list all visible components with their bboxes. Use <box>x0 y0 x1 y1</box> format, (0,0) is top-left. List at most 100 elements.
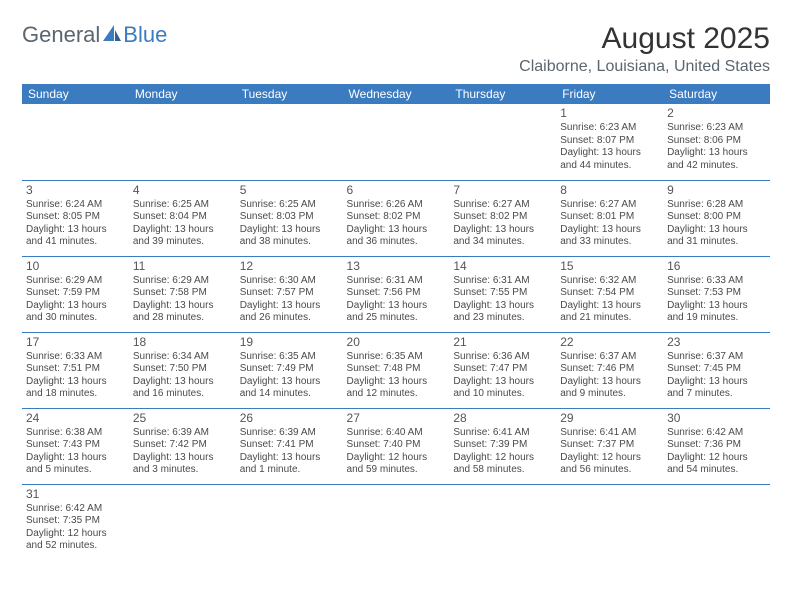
calendar-row: 3Sunrise: 6:24 AMSunset: 8:05 PMDaylight… <box>22 180 770 256</box>
day-detail-line: Sunset: 7:45 PM <box>667 363 766 376</box>
day-detail-line: Sunset: 7:53 PM <box>667 287 766 300</box>
day-detail-line: Sunset: 7:58 PM <box>133 287 232 300</box>
day-detail-line: Daylight: 12 hours <box>347 452 446 465</box>
day-detail-line: Sunset: 7:43 PM <box>26 439 125 452</box>
day-detail-line: Sunset: 8:07 PM <box>560 135 659 148</box>
calendar-cell: 12Sunrise: 6:30 AMSunset: 7:57 PMDayligh… <box>236 256 343 332</box>
day-detail-line: Sunrise: 6:31 AM <box>347 275 446 288</box>
day-detail-line: Sunset: 7:41 PM <box>240 439 339 452</box>
day-detail-line: Daylight: 13 hours <box>560 147 659 160</box>
day-number: 10 <box>26 259 125 274</box>
day-number: 6 <box>347 183 446 198</box>
calendar-row: 31Sunrise: 6:42 AMSunset: 7:35 PMDayligh… <box>22 484 770 560</box>
day-detail-line: Sunrise: 6:35 AM <box>240 351 339 364</box>
day-detail-line: Daylight: 13 hours <box>240 224 339 237</box>
day-detail-line: and 52 minutes. <box>26 540 125 553</box>
day-detail-line: Sunrise: 6:37 AM <box>667 351 766 364</box>
day-number: 3 <box>26 183 125 198</box>
day-detail-line: Daylight: 13 hours <box>240 376 339 389</box>
day-detail-line: Daylight: 13 hours <box>560 224 659 237</box>
day-detail-line: Sunrise: 6:41 AM <box>560 427 659 440</box>
day-number: 18 <box>133 335 232 350</box>
calendar-table: SundayMondayTuesdayWednesdayThursdayFrid… <box>22 84 770 560</box>
day-detail-line: Sunset: 7:37 PM <box>560 439 659 452</box>
day-detail-line: Sunrise: 6:33 AM <box>26 351 125 364</box>
calendar-row: 17Sunrise: 6:33 AMSunset: 7:51 PMDayligh… <box>22 332 770 408</box>
day-number: 28 <box>453 411 552 426</box>
day-detail-line: Sunrise: 6:38 AM <box>26 427 125 440</box>
calendar-cell: 13Sunrise: 6:31 AMSunset: 7:56 PMDayligh… <box>343 256 450 332</box>
day-detail-line: Sunrise: 6:35 AM <box>347 351 446 364</box>
month-title: August 2025 <box>519 22 770 56</box>
calendar-cell-empty <box>556 484 663 560</box>
day-header: Sunday <box>22 84 129 104</box>
day-number: 7 <box>453 183 552 198</box>
day-detail-line: Sunrise: 6:28 AM <box>667 199 766 212</box>
day-detail-line: and 58 minutes. <box>453 464 552 477</box>
day-number: 24 <box>26 411 125 426</box>
day-detail-line: and 5 minutes. <box>26 464 125 477</box>
day-detail-line: Sunrise: 6:27 AM <box>453 199 552 212</box>
header: GeneralBlue August 2025 Claiborne, Louis… <box>22 22 770 76</box>
logo-sail-icon <box>102 22 122 48</box>
day-detail-line: and 30 minutes. <box>26 312 125 325</box>
day-number: 23 <box>667 335 766 350</box>
day-detail-line: Sunrise: 6:23 AM <box>560 122 659 135</box>
day-header: Wednesday <box>343 84 450 104</box>
day-detail-line: Sunset: 7:47 PM <box>453 363 552 376</box>
day-detail-line: and 56 minutes. <box>560 464 659 477</box>
calendar-cell: 9Sunrise: 6:28 AMSunset: 8:00 PMDaylight… <box>663 180 770 256</box>
calendar-cell: 7Sunrise: 6:27 AMSunset: 8:02 PMDaylight… <box>449 180 556 256</box>
day-number: 5 <box>240 183 339 198</box>
day-detail-line: and 16 minutes. <box>133 388 232 401</box>
calendar-cell: 29Sunrise: 6:41 AMSunset: 7:37 PMDayligh… <box>556 408 663 484</box>
day-detail-line: Sunrise: 6:29 AM <box>133 275 232 288</box>
day-detail-line: and 10 minutes. <box>453 388 552 401</box>
day-detail-line: Daylight: 13 hours <box>560 376 659 389</box>
day-detail-line: Daylight: 13 hours <box>453 376 552 389</box>
calendar-cell-empty <box>129 104 236 180</box>
day-detail-line: Daylight: 13 hours <box>133 376 232 389</box>
calendar-cell: 1Sunrise: 6:23 AMSunset: 8:07 PMDaylight… <box>556 104 663 180</box>
day-detail-line: Daylight: 13 hours <box>240 300 339 313</box>
day-number: 9 <box>667 183 766 198</box>
day-detail-line: and 23 minutes. <box>453 312 552 325</box>
day-detail-line: and 28 minutes. <box>133 312 232 325</box>
calendar-cell: 20Sunrise: 6:35 AMSunset: 7:48 PMDayligh… <box>343 332 450 408</box>
day-detail-line: Sunrise: 6:32 AM <box>560 275 659 288</box>
calendar-cell: 17Sunrise: 6:33 AMSunset: 7:51 PMDayligh… <box>22 332 129 408</box>
calendar-cell-empty <box>236 104 343 180</box>
day-detail-line: Sunset: 7:42 PM <box>133 439 232 452</box>
day-detail-line: and 7 minutes. <box>667 388 766 401</box>
day-detail-line: Daylight: 13 hours <box>133 224 232 237</box>
day-detail-line: Daylight: 13 hours <box>667 376 766 389</box>
day-detail-line: Sunrise: 6:36 AM <box>453 351 552 364</box>
calendar-cell-empty <box>449 484 556 560</box>
day-number: 8 <box>560 183 659 198</box>
day-detail-line: Daylight: 13 hours <box>347 300 446 313</box>
logo-text-part1: General <box>22 22 100 48</box>
day-detail-line: Sunset: 8:03 PM <box>240 211 339 224</box>
calendar-cell-empty <box>449 104 556 180</box>
day-detail-line: and 26 minutes. <box>240 312 339 325</box>
day-detail-line: and 41 minutes. <box>26 236 125 249</box>
day-number: 12 <box>240 259 339 274</box>
day-detail-line: Sunset: 7:54 PM <box>560 287 659 300</box>
location: Claiborne, Louisiana, United States <box>519 58 770 76</box>
day-detail-line: Sunrise: 6:27 AM <box>560 199 659 212</box>
calendar-cell: 6Sunrise: 6:26 AMSunset: 8:02 PMDaylight… <box>343 180 450 256</box>
day-number: 29 <box>560 411 659 426</box>
day-number: 19 <box>240 335 339 350</box>
calendar-cell-empty <box>343 104 450 180</box>
day-number: 13 <box>347 259 446 274</box>
day-detail-line: and 36 minutes. <box>347 236 446 249</box>
day-detail-line: and 59 minutes. <box>347 464 446 477</box>
day-number: 1 <box>560 106 659 121</box>
day-number: 27 <box>347 411 446 426</box>
day-number: 17 <box>26 335 125 350</box>
day-detail-line: Sunrise: 6:41 AM <box>453 427 552 440</box>
day-header: Friday <box>556 84 663 104</box>
day-detail-line: Sunrise: 6:25 AM <box>240 199 339 212</box>
day-detail-line: Sunrise: 6:25 AM <box>133 199 232 212</box>
day-detail-line: Sunset: 7:55 PM <box>453 287 552 300</box>
